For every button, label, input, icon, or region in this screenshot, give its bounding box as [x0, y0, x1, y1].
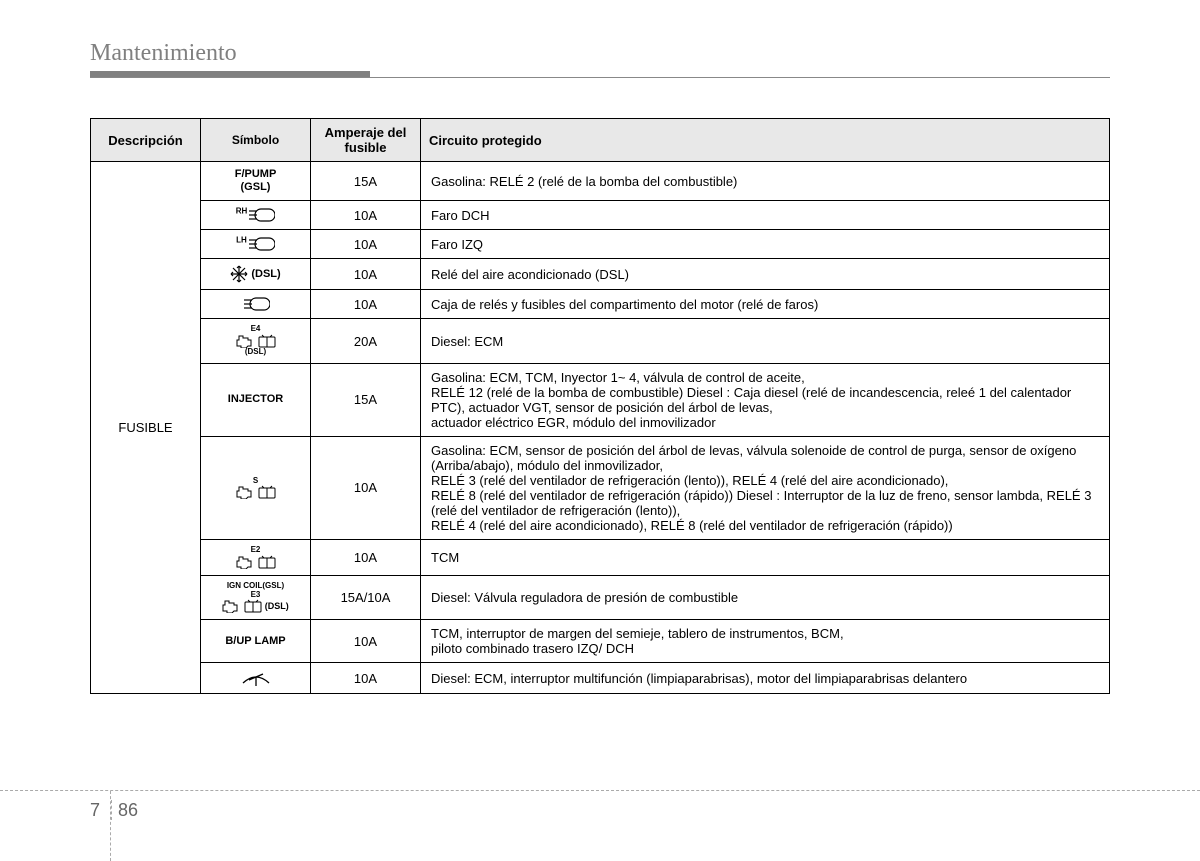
symbol-cell: IGN COIL(GSL)E3 (DSL)	[201, 575, 311, 620]
amperage-cell: 10A	[311, 436, 421, 539]
header-circuit: Circuito protegido	[421, 119, 1110, 162]
symbol-cell: E4(DSL)	[201, 319, 311, 364]
amperage-cell: 15A/10A	[311, 575, 421, 620]
amperage-cell: 20A	[311, 319, 421, 364]
amperage-cell: 10A	[311, 230, 421, 259]
circuit-cell: TCM	[421, 539, 1110, 575]
circuit-cell: Gasolina: RELÉ 2 (relé de la bomba del c…	[421, 162, 1110, 201]
circuit-cell: Gasolina: ECM, TCM, Inyector 1~ 4, válvu…	[421, 363, 1110, 436]
circuit-cell: Diesel: ECM	[421, 319, 1110, 364]
title-divider-thin	[90, 77, 1110, 78]
amperage-cell: 10A	[311, 539, 421, 575]
symbol-cell: S	[201, 436, 311, 539]
circuit-cell: Faro IZQ	[421, 230, 1110, 259]
amperage-cell: 10A	[311, 620, 421, 663]
symbol-cell: B/UP LAMP	[201, 620, 311, 663]
circuit-cell: Gasolina: ECM, sensor de posición del ár…	[421, 436, 1110, 539]
symbol-cell: INJECTOR	[201, 363, 311, 436]
table-row: RH10AFaro DCH	[91, 201, 1110, 230]
amperage-cell: 15A	[311, 162, 421, 201]
table-row: E210ATCM	[91, 539, 1110, 575]
table-row: 10ADiesel: ECM, interruptor multifunción…	[91, 663, 1110, 694]
symbol-cell: F/PUMP(GSL)	[201, 162, 311, 201]
chapter-number: 7	[90, 800, 100, 820]
circuit-cell: Faro DCH	[421, 201, 1110, 230]
header-symbol: Símbolo	[201, 119, 311, 162]
circuit-cell: Caja de relés y fusibles del compartimen…	[421, 290, 1110, 319]
header-amperage: Amperaje del fusible	[311, 119, 421, 162]
page-footer: 7 86	[90, 800, 138, 821]
footer-dashed-line	[0, 790, 1200, 791]
amperage-cell: 10A	[311, 290, 421, 319]
table-row: S10AGasolina: ECM, sensor de posición de…	[91, 436, 1110, 539]
table-row: E4(DSL)20ADiesel: ECM	[91, 319, 1110, 364]
amperage-cell: 10A	[311, 201, 421, 230]
table-row: LH10AFaro IZQ	[91, 230, 1110, 259]
amperage-cell: 15A	[311, 363, 421, 436]
fuse-table: Descripción Símbolo Amperaje del fusible…	[90, 118, 1110, 694]
page-title: Mantenimiento	[90, 40, 1110, 67]
table-row: B/UP LAMP10ATCM, interruptor de margen d…	[91, 620, 1110, 663]
symbol-cell	[201, 290, 311, 319]
table-row: FUSIBLEF/PUMP(GSL)15AGasolina: RELÉ 2 (r…	[91, 162, 1110, 201]
amperage-cell: 10A	[311, 259, 421, 290]
table-row: (DSL)10ARelé del aire acondicionado (DSL…	[91, 259, 1110, 290]
table-header-row: Descripción Símbolo Amperaje del fusible…	[91, 119, 1110, 162]
symbol-cell: (DSL)	[201, 259, 311, 290]
header-description: Descripción	[91, 119, 201, 162]
amperage-cell: 10A	[311, 663, 421, 694]
symbol-cell	[201, 663, 311, 694]
circuit-cell: Diesel: Válvula reguladora de presión de…	[421, 575, 1110, 620]
table-row: 10ACaja de relés y fusibles del comparti…	[91, 290, 1110, 319]
table-row: IGN COIL(GSL)E3 (DSL)15A/10ADiesel: Válv…	[91, 575, 1110, 620]
page-number: 86	[111, 800, 138, 820]
table-row: INJECTOR15AGasolina: ECM, TCM, Inyector …	[91, 363, 1110, 436]
circuit-cell: TCM, interruptor de margen del semieje, …	[421, 620, 1110, 663]
symbol-cell: RH	[201, 201, 311, 230]
symbol-cell: E2	[201, 539, 311, 575]
symbol-cell: LH	[201, 230, 311, 259]
group-label-cell: FUSIBLE	[91, 162, 201, 694]
circuit-cell: Relé del aire acondicionado (DSL)	[421, 259, 1110, 290]
circuit-cell: Diesel: ECM, interruptor multifunción (l…	[421, 663, 1110, 694]
